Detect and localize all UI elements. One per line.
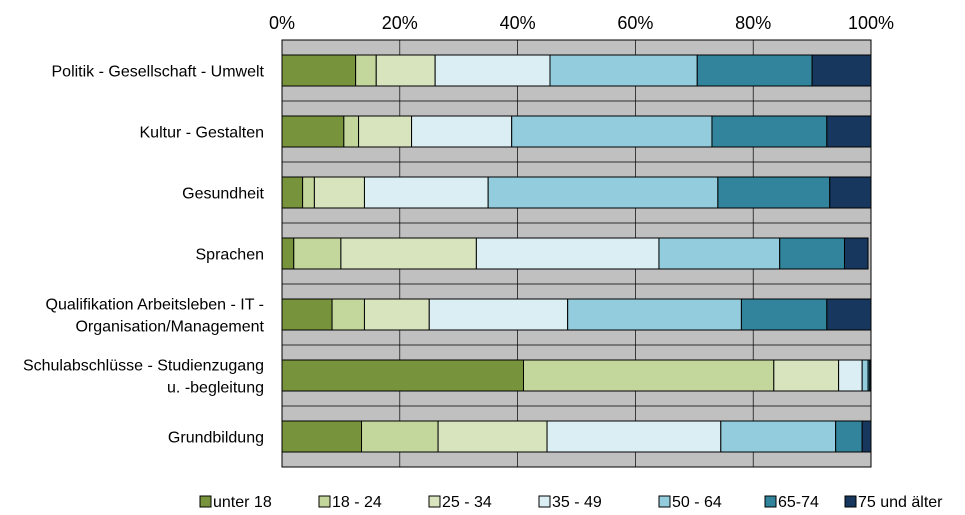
- x-tick-label: 0%: [269, 13, 295, 33]
- bar-segment: [718, 177, 830, 208]
- legend-label: 75 und älter: [858, 494, 943, 511]
- category-label: Schulabschlüsse - Studienzugang: [23, 358, 264, 375]
- legend-swatch: [429, 496, 440, 507]
- bar-segment: [294, 238, 341, 269]
- bar-segment: [429, 299, 567, 330]
- legend-swatch: [659, 496, 670, 507]
- legend-label: unter 18: [213, 494, 272, 511]
- bar-segment: [314, 177, 364, 208]
- bar-segment: [721, 421, 836, 452]
- bar-segment: [364, 177, 488, 208]
- bar-segment: [697, 55, 812, 86]
- x-tick-label: 20%: [382, 13, 418, 33]
- bar-segment: [830, 177, 871, 208]
- bar-segment: [862, 360, 868, 391]
- legend-label: 65-74: [778, 494, 819, 511]
- bar-segment: [344, 116, 359, 147]
- category-labels: Politik - Gesellschaft - Umwelt Kultur - …: [23, 64, 265, 447]
- bar-segment: [362, 421, 439, 452]
- legend-label: 35 - 49: [552, 494, 602, 511]
- category-label: Organisation/Management: [75, 319, 264, 336]
- bar-segment: [359, 116, 412, 147]
- bar-segment: [282, 177, 303, 208]
- x-tick-label: 100%: [848, 13, 894, 33]
- x-tick-label: 80%: [735, 13, 771, 33]
- legend: unter 18 18 - 24 25 - 34 35 - 49 50 - 64 65-7…: [200, 494, 943, 511]
- bar-segment: [282, 421, 362, 452]
- category-label: Qualifikation Arbeitsleben - IT -: [46, 297, 264, 314]
- bar-segment: [547, 421, 721, 452]
- bar-segment: [741, 299, 826, 330]
- legend-label: 50 - 64: [672, 494, 722, 511]
- category-label: Gesundheit: [182, 186, 264, 203]
- x-tick-label: 60%: [617, 13, 653, 33]
- legend-swatch: [845, 496, 856, 507]
- bar-segment: [332, 299, 364, 330]
- bar-segment: [523, 360, 773, 391]
- bar-segment: [282, 116, 344, 147]
- bar-segment: [774, 360, 839, 391]
- bar-segment: [839, 360, 863, 391]
- category-label: u. -begleitung: [167, 380, 264, 397]
- bar-segment: [812, 55, 871, 86]
- bar-segment: [282, 360, 523, 391]
- bar-segment: [435, 55, 550, 86]
- bar-segment: [780, 238, 845, 269]
- bar-segment: [568, 299, 742, 330]
- bar-segment: [364, 299, 429, 330]
- x-tick-label: 40%: [500, 13, 536, 33]
- bar-segment: [376, 55, 435, 86]
- category-label: Kultur - Gestalten: [140, 125, 265, 142]
- legend-swatch: [200, 496, 211, 507]
- bar-segment: [282, 238, 294, 269]
- bar-segment: [712, 116, 827, 147]
- bar-segment: [438, 421, 547, 452]
- x-axis-ticks: 0% 20% 40% 60% 80% 100%: [269, 13, 894, 33]
- category-label: Sprachen: [196, 247, 265, 264]
- legend-swatch: [765, 496, 776, 507]
- bar-segment: [356, 55, 377, 86]
- bar-segment: [303, 177, 315, 208]
- bar-segment: [282, 299, 332, 330]
- bar-segment: [282, 55, 356, 86]
- bar-segment: [341, 238, 476, 269]
- legend-label: 25 - 34: [442, 494, 492, 511]
- legend-label: 18 - 24: [332, 494, 382, 511]
- bar-segment: [827, 299, 871, 330]
- bar-segment: [844, 238, 868, 269]
- bar-segment: [512, 116, 712, 147]
- bar-segment: [659, 238, 780, 269]
- bar-segment: [488, 177, 718, 208]
- legend-swatch: [319, 496, 330, 507]
- bar-segment: [550, 55, 697, 86]
- bar-segment: [836, 421, 863, 452]
- bar-segment: [827, 116, 871, 147]
- bar-segment: [412, 116, 512, 147]
- legend-swatch: [539, 496, 550, 507]
- category-label: Grundbildung: [168, 430, 264, 447]
- category-label: Politik - Gesellschaft - Umwelt: [52, 64, 265, 81]
- bar-segment: [862, 421, 871, 452]
- bar-segment: [476, 238, 659, 269]
